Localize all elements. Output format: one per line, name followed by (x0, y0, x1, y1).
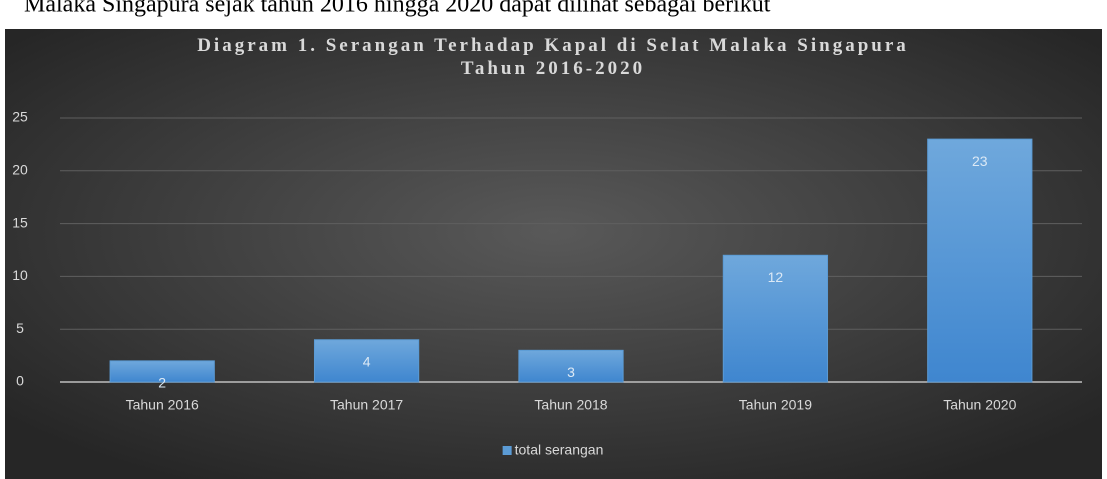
y-tick-label: 10 (12, 267, 28, 283)
x-tick-label: Tahun 2019 (739, 397, 812, 413)
bar (518, 349, 624, 383)
y-tick-label: 20 (12, 162, 28, 178)
x-tick-label: Tahun 2020 (943, 397, 1016, 413)
bar (927, 138, 1033, 383)
y-tick-label: 0 (16, 373, 24, 389)
bar (109, 360, 215, 383)
chart-background (5, 29, 1102, 479)
data-label: 3 (567, 364, 575, 380)
caption: Malaka Singapura sejak tahun 2016 hingga… (24, 0, 771, 18)
chart: Diagram 1. Serangan Terhadap Kapal di Se… (12, 35, 1082, 458)
legend-label: total serangan (515, 442, 604, 458)
data-label: 2 (158, 375, 166, 391)
bar (313, 339, 420, 383)
data-label: 4 (363, 353, 371, 369)
data-label: 23 (972, 153, 988, 169)
x-tick-label: Tahun 2018 (534, 397, 607, 413)
x-tick-label: Tahun 2017 (330, 397, 403, 413)
y-tick-label: 15 (12, 214, 28, 230)
x-tick-label: Tahun 2016 (126, 397, 199, 413)
y-tick-label: 25 (12, 109, 28, 125)
legend-swatch (502, 446, 512, 455)
data-label: 12 (768, 269, 784, 285)
bar (722, 254, 829, 383)
y-tick-label: 5 (16, 320, 24, 336)
chart-title: Diagram 1. Serangan Terhadap Kapal di Se… (197, 35, 909, 79)
